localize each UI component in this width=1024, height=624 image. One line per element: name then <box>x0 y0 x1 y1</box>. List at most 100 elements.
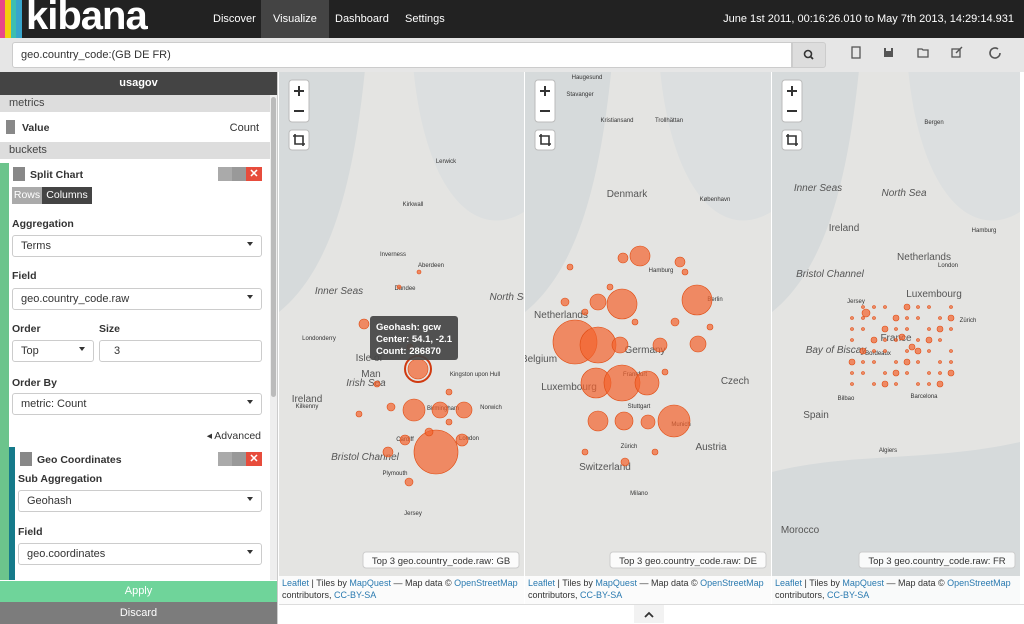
query-input[interactable]: geo.country_code:(GB DE FR) <box>12 42 792 68</box>
geohash-marker[interactable] <box>927 371 931 375</box>
attribution-link[interactable]: Leaflet <box>282 578 310 588</box>
geohash-marker[interactable] <box>445 388 453 396</box>
move-down[interactable] <box>232 452 246 466</box>
geohash-marker[interactable] <box>903 303 911 311</box>
geohash-marker[interactable] <box>399 434 411 446</box>
discard-button[interactable]: Discard <box>0 602 277 624</box>
geohash-marker[interactable] <box>861 316 865 320</box>
move-up[interactable] <box>218 452 232 466</box>
geohash-marker[interactable] <box>916 305 920 309</box>
geohash-marker[interactable] <box>634 370 660 396</box>
geohash-marker[interactable] <box>916 360 920 364</box>
toggle[interactable] <box>13 167 25 181</box>
collapse-chevron[interactable] <box>634 605 664 623</box>
attribution-link[interactable]: OpenStreetMap <box>454 578 518 588</box>
nav-tab[interactable]: Settings <box>405 13 445 25</box>
geohash-marker[interactable] <box>581 308 589 316</box>
geohash-marker[interactable] <box>431 401 449 419</box>
geohash-marker[interactable] <box>689 335 707 353</box>
geohash-marker[interactable] <box>859 347 867 355</box>
geohash-marker[interactable] <box>455 433 469 447</box>
geohash-marker[interactable] <box>402 398 426 422</box>
geohash-marker[interactable] <box>424 427 434 437</box>
geohash-marker[interactable] <box>947 314 955 322</box>
geohash-marker[interactable] <box>872 382 876 386</box>
geohash-marker[interactable] <box>905 349 909 353</box>
geohash-marker[interactable] <box>883 349 887 353</box>
size-input[interactable]: 3 <box>99 340 262 362</box>
save-icon[interactable] <box>884 48 893 57</box>
nav-tab[interactable]: Discover <box>213 13 256 25</box>
geohash-marker[interactable] <box>903 358 911 366</box>
geohash-marker[interactable] <box>606 283 614 291</box>
geohash-marker[interactable] <box>355 410 363 418</box>
geohash-marker[interactable] <box>631 318 639 326</box>
geohash-marker[interactable] <box>850 316 854 320</box>
geohash-marker[interactable] <box>706 323 714 331</box>
move-down[interactable] <box>232 167 246 181</box>
geohash-marker[interactable] <box>905 316 909 320</box>
geohash-marker[interactable] <box>652 337 668 353</box>
geohash-marker[interactable] <box>651 448 659 456</box>
geohash-marker[interactable] <box>581 448 589 456</box>
geohash-marker[interactable] <box>611 336 629 354</box>
refresh-icon[interactable] <box>989 47 1001 59</box>
geohash-marker[interactable] <box>861 371 865 375</box>
geohash-marker[interactable] <box>674 256 686 268</box>
geohash-marker[interactable] <box>892 314 900 322</box>
map-panel[interactable]: Lerwick Kirkwall Inverness Aberdeen Dundee In… <box>279 72 524 604</box>
search-button[interactable] <box>792 42 826 68</box>
geohash-marker[interactable] <box>883 338 887 342</box>
geohash-marker[interactable] <box>916 316 920 320</box>
geohash-marker[interactable] <box>881 380 889 388</box>
geohash-marker[interactable] <box>872 360 876 364</box>
geohash-marker[interactable] <box>455 401 473 419</box>
geohash-marker[interactable] <box>614 411 634 431</box>
nav-tab[interactable]: Dashboard <box>335 13 389 25</box>
map-panel[interactable]: Bergen Inner Seas North Sea Ireland Netherla… <box>772 72 1020 604</box>
geohash-marker[interactable] <box>445 418 453 426</box>
nav-tab[interactable]: Visualize <box>261 0 329 38</box>
geohash-marker[interactable] <box>850 327 854 331</box>
aggregation-select[interactable]: Terms <box>12 235 262 257</box>
geohash-marker[interactable] <box>872 349 876 353</box>
attribution-link[interactable]: MapQuest <box>349 578 391 588</box>
geohash-marker[interactable] <box>914 347 922 355</box>
geohash-marker[interactable] <box>916 338 920 342</box>
geohash-marker[interactable] <box>382 446 394 458</box>
advanced-link[interactable]: ◂ Advanced <box>206 430 261 442</box>
field-select[interactable]: geo.country_code.raw <box>12 288 262 310</box>
geohash-marker[interactable] <box>916 382 920 386</box>
geohash-marker[interactable] <box>936 380 944 388</box>
remove[interactable]: ✕ <box>246 452 262 466</box>
geohash-marker[interactable] <box>894 338 898 342</box>
attribution-link[interactable]: CC-BY-SA <box>827 590 869 600</box>
geohash-marker[interactable] <box>936 325 944 333</box>
attribution-link[interactable]: Leaflet <box>528 578 556 588</box>
geohash-marker[interactable] <box>949 349 953 353</box>
geohash-marker[interactable] <box>861 360 865 364</box>
apply-button[interactable]: Apply <box>0 581 277 602</box>
scrollbar[interactable] <box>270 95 277 580</box>
geohash-marker[interactable] <box>661 368 669 376</box>
geohash-marker[interactable] <box>938 338 942 342</box>
attribution-link[interactable]: CC-BY-SA <box>580 590 622 600</box>
geohash-marker[interactable] <box>416 269 422 275</box>
geohash-marker[interactable] <box>881 325 889 333</box>
geohash-marker[interactable] <box>883 371 887 375</box>
geohash-marker[interactable] <box>848 358 856 366</box>
attribution-link[interactable]: MapQuest <box>842 578 884 588</box>
geohash-marker[interactable] <box>908 343 916 351</box>
geohash-marker[interactable] <box>386 402 396 412</box>
geohash-marker[interactable] <box>620 457 630 467</box>
crop-box[interactable] <box>781 129 803 151</box>
toggle[interactable] <box>6 120 15 134</box>
geohash-marker[interactable] <box>949 360 953 364</box>
geohash-marker[interactable] <box>927 327 931 331</box>
geohash-marker[interactable] <box>396 284 402 290</box>
geohash-marker[interactable] <box>949 327 953 331</box>
open-icon[interactable] <box>917 48 929 58</box>
order-by-select[interactable]: metric: Count <box>12 393 262 415</box>
move-up[interactable] <box>218 167 232 181</box>
geohash-marker[interactable] <box>894 327 898 331</box>
